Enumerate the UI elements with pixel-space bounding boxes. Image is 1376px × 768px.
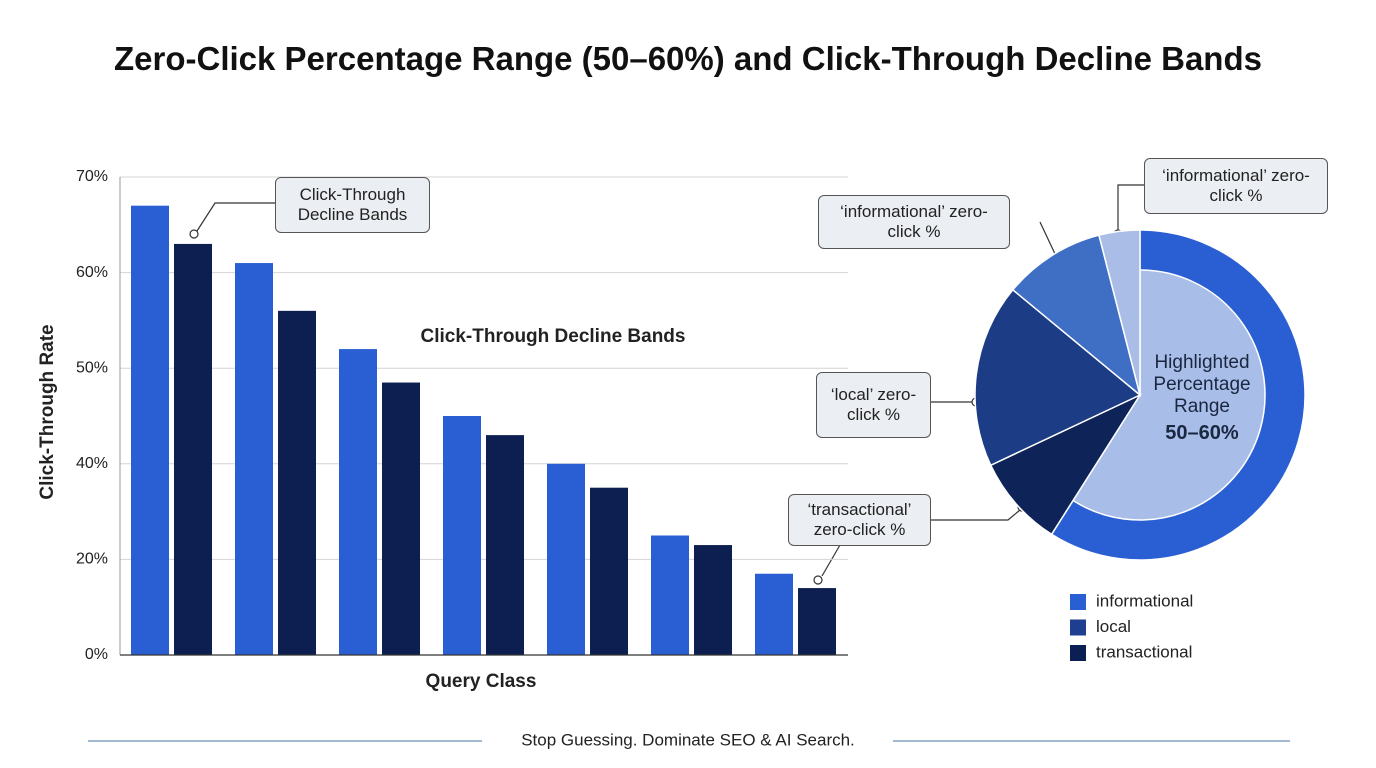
bar [755, 573, 793, 655]
legend-swatch [1070, 619, 1086, 636]
bar [174, 243, 212, 656]
page-title: Zero-Click Percentage Range (50–60%) and… [114, 40, 1262, 77]
leader-dot [189, 229, 199, 239]
y-tick-label: 0% [85, 646, 108, 663]
bar [443, 416, 481, 655]
callout: ‘informational’ zero-click % [818, 195, 1010, 249]
callout: ‘informational’ zero-click % [1144, 158, 1328, 214]
callout: ‘local’ zero-click % [816, 372, 931, 438]
bar [339, 349, 377, 655]
legend-swatch [1070, 645, 1086, 661]
pie-slice [974, 288, 1142, 467]
y-axis-label: Click-Through Rate [37, 324, 58, 499]
bar [235, 263, 273, 655]
legend-swatch [1070, 594, 1086, 610]
leader [1117, 184, 1144, 231]
leader [821, 544, 841, 577]
y-tick-label: 20% [76, 551, 108, 568]
bar [278, 310, 316, 655]
leader [1039, 221, 1057, 257]
y-tick-label: 60% [76, 264, 108, 281]
bar [131, 205, 169, 655]
pie-slice [1098, 229, 1141, 396]
y-tick-label: 40% [76, 455, 108, 472]
pie-slice [989, 393, 1143, 536]
bar [547, 463, 585, 655]
inner-title: Click-Through Decline Bands [421, 326, 686, 347]
x-axis-label: Query Class [426, 671, 537, 692]
footer: Stop Guessing. Dominate SEO & AI Search. [521, 730, 855, 749]
bar [651, 535, 689, 655]
bar [694, 545, 732, 655]
y-tick-label: 50% [76, 359, 108, 376]
center-label: Highlighted Percentage Range [1153, 352, 1251, 417]
legend-label: transactional [1096, 642, 1192, 661]
y-tick-label: 70% [76, 168, 108, 185]
leader-dot [813, 575, 823, 585]
legend-label: informational [1096, 591, 1193, 610]
center-value: 50–60% [1165, 422, 1239, 444]
callout: ‘transactional’ zero-click % [788, 494, 931, 546]
bar [798, 588, 836, 655]
leader [931, 509, 1021, 521]
pie-slice [1011, 234, 1142, 398]
leader [196, 202, 275, 232]
leaders [196, 184, 1144, 577]
legend-label: local [1096, 617, 1131, 636]
slice-highlight [1071, 269, 1266, 521]
callout: Click-Through Decline Bands [275, 177, 430, 233]
bar [486, 435, 524, 655]
bar [590, 487, 628, 655]
bar [382, 382, 420, 655]
